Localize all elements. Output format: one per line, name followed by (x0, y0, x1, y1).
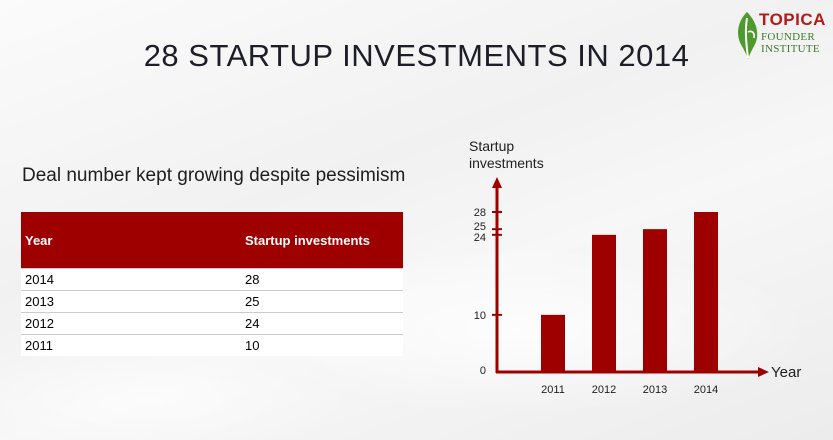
y-axis-arrow-icon (492, 177, 502, 188)
table-cell-value: 25 (241, 290, 403, 313)
table-cell-value: 24 (241, 312, 403, 335)
x-tick-label: 2013 (643, 384, 667, 396)
y-tick-label: 24 (474, 232, 486, 244)
investments-table: Year Startup investments 2014 28 2013 25… (21, 212, 403, 356)
table-cell-year: 2013 (21, 290, 241, 313)
header-startup-investments: Startup investments (241, 212, 403, 269)
table-header-row: Year Startup investments (21, 212, 403, 269)
table-row: 2011 10 (21, 334, 403, 356)
x-axis-label: Year (771, 364, 801, 381)
bar-2012 (592, 234, 616, 372)
x-tick-label: 2011 (541, 384, 565, 396)
table-cell-year: 2014 (21, 268, 241, 291)
slide-title: 28 STARTUP INVESTMENTS IN 2014 (143, 38, 690, 73)
y-tick-label: 0 (480, 365, 486, 377)
x-axis-arrow-icon (758, 367, 769, 377)
header-year: Year (21, 212, 241, 269)
table-row: 2013 25 (21, 290, 403, 313)
bar-2011 (541, 314, 565, 372)
logo-line-1: FOUNDER (761, 31, 816, 43)
table-row: 2014 28 (21, 268, 403, 291)
y-axis-label-line-1: Startup (469, 138, 514, 154)
x-tick-label: 2014 (694, 384, 718, 396)
table-cell-value: 28 (241, 268, 403, 291)
y-tick-label: 10 (474, 310, 486, 322)
slide-subtitle: Deal number kept growing despite pessimi… (22, 165, 406, 186)
y-tick-label: 25 (474, 221, 486, 233)
leaf-icon (738, 12, 758, 59)
table-cell-value: 10 (241, 334, 403, 356)
x-tick-label: 2012 (592, 384, 616, 396)
bar-2013 (643, 229, 667, 372)
y-axis-label-line-2: investments (469, 155, 544, 171)
logo-line-2: INSTITUTE (761, 43, 820, 55)
logo-brand-text: TOPICA (759, 10, 826, 29)
topica-logo: TOPICA FOUNDER INSTITUTE (733, 8, 828, 60)
y-tick-label: 28 (474, 207, 486, 219)
table-cell-year: 2011 (21, 334, 241, 356)
bar-2014 (694, 212, 718, 372)
table-row: 2012 24 (21, 312, 403, 335)
table-cell-year: 2012 (21, 312, 241, 335)
